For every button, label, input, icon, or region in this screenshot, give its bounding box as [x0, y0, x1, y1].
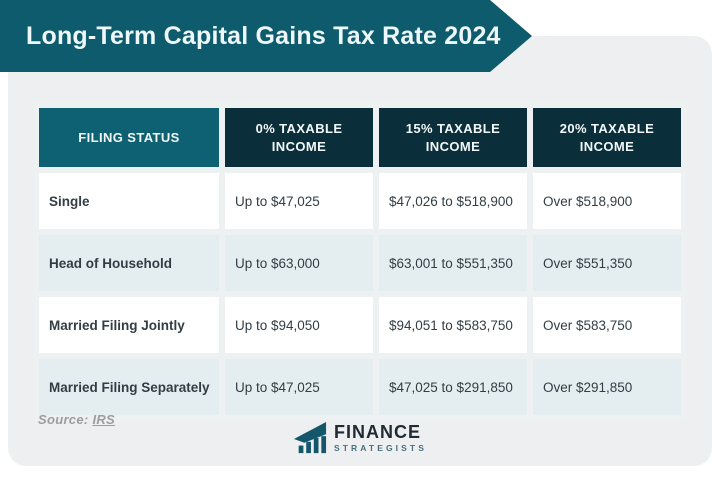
source-label: Source:: [38, 412, 89, 427]
logo-wordmark: FINANCE STRATEGISTS: [334, 423, 427, 453]
table-row-head-of-household: Head of Household Up to $63,000 $63,001 …: [39, 235, 681, 291]
cell-rate-20: Over $518,900: [533, 173, 681, 229]
page-title: Long-Term Capital Gains Tax Rate 2024: [26, 21, 501, 50]
cell-rate-15: $94,051 to $583,750: [379, 297, 527, 353]
finance-strategists-logo: FINANCE STRATEGISTS: [0, 421, 720, 455]
tax-rate-table: FILING STATUS 0% TAXABLE INCOME 15% TAXA…: [33, 102, 687, 421]
cell-rate-20: Over $291,850: [533, 359, 681, 415]
cell-rate-0: Up to $47,025: [225, 359, 373, 415]
col-header-15-percent: 15% TAXABLE INCOME: [379, 108, 527, 167]
cell-rate-20: Over $583,750: [533, 297, 681, 353]
source-citation: Source: IRS: [38, 412, 115, 427]
cell-filing-status: Single: [39, 173, 219, 229]
cell-filing-status: Head of Household: [39, 235, 219, 291]
cell-rate-0: Up to $94,050: [225, 297, 373, 353]
logo-strategists-text: STRATEGISTS: [334, 443, 427, 454]
cell-filing-status: Married Filing Separately: [39, 359, 219, 415]
cell-filing-status: Married Filing Jointly: [39, 297, 219, 353]
bar-chart-growth-icon: [293, 421, 327, 455]
logo-finance-text: FINANCE: [334, 422, 421, 443]
cell-rate-0: Up to $63,000: [225, 235, 373, 291]
table-row-married-jointly: Married Filing Jointly Up to $94,050 $94…: [39, 297, 681, 353]
cell-rate-20: Over $551,350: [533, 235, 681, 291]
cell-rate-15: $47,025 to $291,850: [379, 359, 527, 415]
title-banner: Long-Term Capital Gains Tax Rate 2024: [0, 0, 532, 72]
table-row-single: Single Up to $47,025 $47,026 to $518,900…: [39, 173, 681, 229]
col-header-20-percent: 20% TAXABLE INCOME: [533, 108, 681, 167]
col-header-0-percent: 0% TAXABLE INCOME: [225, 108, 373, 167]
cell-rate-15: $47,026 to $518,900: [379, 173, 527, 229]
table-row-married-separately: Married Filing Separately Up to $47,025 …: [39, 359, 681, 415]
source-irs-link[interactable]: IRS: [92, 412, 116, 427]
table-header-row: FILING STATUS 0% TAXABLE INCOME 15% TAXA…: [39, 108, 681, 167]
cell-rate-15: $63,001 to $551,350: [379, 235, 527, 291]
col-header-filing-status: FILING STATUS: [39, 108, 219, 167]
cell-rate-0: Up to $47,025: [225, 173, 373, 229]
